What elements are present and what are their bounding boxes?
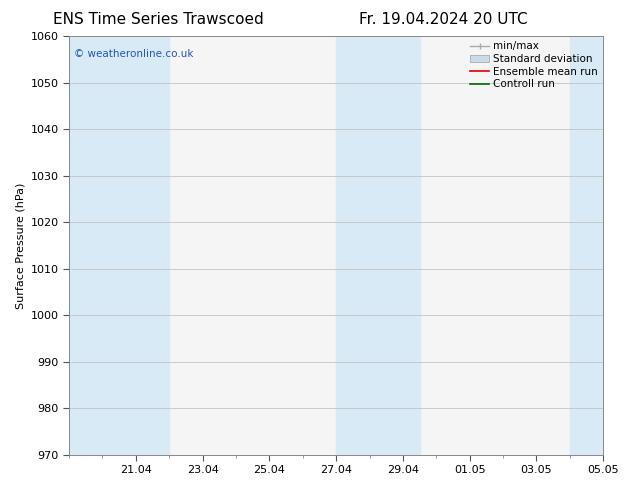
Text: ENS Time Series Trawscoed: ENS Time Series Trawscoed bbox=[53, 12, 264, 27]
Bar bbox=[570, 36, 634, 455]
Text: Fr. 19.04.2024 20 UTC: Fr. 19.04.2024 20 UTC bbox=[359, 12, 528, 27]
Bar bbox=[336, 36, 420, 455]
Y-axis label: Surface Pressure (hPa): Surface Pressure (hPa) bbox=[15, 182, 25, 309]
Title: ENS Time Series Trawscoed      Fr. 19.04.2024 20 UTC: ENS Time Series Trawscoed Fr. 19.04.2024… bbox=[0, 489, 1, 490]
Legend: min/max, Standard deviation, Ensemble mean run, Controll run: min/max, Standard deviation, Ensemble me… bbox=[469, 39, 600, 91]
Bar bbox=[69, 36, 169, 455]
Text: © weatheronline.co.uk: © weatheronline.co.uk bbox=[74, 49, 194, 59]
